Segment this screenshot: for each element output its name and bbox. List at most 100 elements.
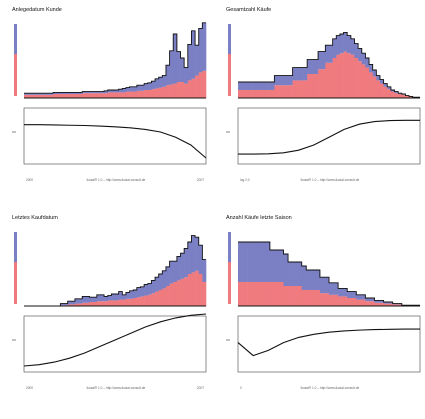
- bar-upper: [158, 274, 163, 290]
- bar-lower: [405, 95, 410, 98]
- bar-upper: [324, 277, 330, 294]
- curve-frame: [23, 107, 207, 165]
- bar-lower: [93, 302, 98, 306]
- bar-lower: [245, 90, 250, 98]
- bar-lower: [347, 53, 352, 98]
- bar-upper: [96, 294, 101, 302]
- bar-lower: [125, 298, 130, 306]
- bar-lower: [238, 282, 243, 306]
- bar-lower: [162, 86, 167, 98]
- bar-lower: [350, 54, 355, 98]
- bar-upper: [180, 253, 185, 279]
- bar-upper: [238, 82, 242, 90]
- bar-lower: [321, 69, 326, 98]
- bar-lower: [78, 94, 83, 98]
- bar-lower: [71, 304, 76, 306]
- bar-upper: [89, 297, 94, 302]
- bar-upper: [111, 294, 116, 301]
- bar-lower: [306, 290, 312, 306]
- bar-upper: [270, 82, 275, 90]
- bar-lower: [379, 83, 384, 98]
- bar-lower: [71, 94, 76, 98]
- bar-lower: [314, 74, 319, 98]
- bar-upper: [129, 86, 134, 92]
- bar-lower: [176, 82, 181, 98]
- bar-lower: [202, 282, 207, 306]
- legend-swatch: [14, 262, 17, 304]
- bar-lower: [136, 297, 141, 306]
- bar-lower: [356, 299, 362, 306]
- bar-lower: [173, 83, 178, 98]
- bar-upper: [265, 242, 271, 282]
- bar-lower: [176, 280, 181, 306]
- bar-upper: [339, 34, 344, 54]
- bar-upper: [165, 266, 170, 286]
- bar-lower: [140, 296, 145, 306]
- bar-upper: [74, 92, 79, 94]
- bar-upper: [299, 67, 304, 81]
- bar-lower: [100, 93, 105, 98]
- bar-upper: [162, 270, 167, 289]
- chart-svg: 2000 ikusai® 1.0 – http://www.ikusai-cons…: [12, 232, 207, 390]
- footer-right: 2007: [197, 178, 204, 182]
- bar-lower: [325, 62, 330, 98]
- bar-lower: [285, 85, 290, 98]
- bar-upper: [71, 92, 76, 94]
- bar-lower: [270, 90, 275, 98]
- bar-upper: [383, 302, 389, 304]
- bar-upper: [342, 288, 348, 297]
- bar-upper: [93, 297, 98, 302]
- chart-panel-2: log 2.0 ikusai® 1.0 – http://www.ikusai-c…: [224, 4, 424, 204]
- bar-lower: [187, 80, 192, 98]
- legend-swatch: [228, 232, 231, 262]
- bar-upper: [252, 82, 257, 90]
- bar-upper: [319, 277, 325, 294]
- bar-lower: [111, 92, 116, 98]
- bar-upper: [118, 89, 123, 93]
- bar-lower: [173, 282, 178, 306]
- bar-lower: [31, 94, 36, 98]
- bar-upper: [151, 81, 156, 90]
- bar-lower: [401, 94, 406, 98]
- bar-lower: [115, 92, 119, 98]
- bar-upper: [155, 78, 159, 89]
- bar-lower: [60, 94, 65, 98]
- bar-upper: [136, 85, 141, 91]
- bar-lower: [315, 290, 321, 306]
- bar-lower: [165, 286, 170, 306]
- bar-lower: [165, 85, 170, 98]
- bar-lower: [283, 286, 289, 306]
- bar-upper: [242, 242, 248, 282]
- bar-upper: [347, 291, 353, 298]
- bar-upper: [195, 45, 200, 76]
- bar-lower: [301, 290, 307, 306]
- histogram-outline: [238, 241, 420, 306]
- histogram-outline: [24, 22, 206, 94]
- bar-lower: [74, 94, 79, 98]
- bar-upper: [78, 92, 83, 94]
- curve-line: [238, 119, 420, 155]
- bar-lower: [49, 94, 54, 98]
- bar-lower: [104, 93, 109, 98]
- bar-lower: [184, 83, 189, 98]
- bar-lower: [343, 51, 348, 98]
- bar-upper: [107, 90, 112, 93]
- bar-upper: [310, 59, 315, 74]
- bar-lower: [89, 93, 94, 98]
- bar-lower: [358, 61, 363, 98]
- bar-lower: [259, 90, 264, 98]
- bar-lower: [388, 303, 393, 306]
- bar-lower: [354, 58, 359, 98]
- bar-upper: [129, 290, 134, 299]
- bar-upper: [107, 295, 112, 301]
- bar-upper: [122, 88, 127, 93]
- chart-panel-1: 2000 ikusai® 1.0 – http://www.ikusai-cons…: [10, 4, 210, 204]
- bar-upper: [136, 287, 141, 298]
- footer-credit: ikusai® 1.0 – http://www.ikusai-consult.…: [301, 386, 360, 390]
- chart-panel-3: 2000 ikusai® 1.0 – http://www.ikusai-cons…: [10, 212, 210, 412]
- bar-lower: [383, 303, 389, 306]
- bar-lower: [383, 86, 388, 98]
- footer-credit: ikusai® 1.0 – http://www.ikusai-consult.…: [87, 178, 146, 182]
- bar-upper: [158, 77, 163, 88]
- bar-lower: [251, 282, 257, 306]
